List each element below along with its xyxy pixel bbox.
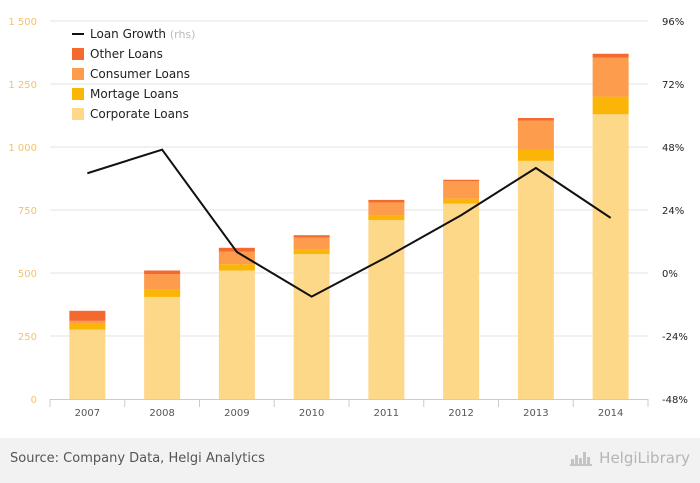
bar-segment-other	[69, 310, 106, 321]
left-axis-tick-label: 0	[31, 395, 37, 406]
bar-segment-corporate	[293, 254, 330, 399]
bar-segment-corporate	[368, 220, 405, 399]
right-axis-tick-label: 48%	[662, 143, 684, 154]
loan-growth-line	[87, 148, 612, 298]
x-axis-tick-label: 2009	[224, 408, 249, 419]
x-axis-tick-label: 2013	[523, 408, 548, 419]
bar-segment-mortgage	[443, 198, 480, 204]
left-axis-tick-label: 1 500	[8, 17, 37, 28]
bar-segment-other	[592, 53, 629, 58]
legend-label: Corporate Loans	[90, 107, 189, 121]
bar-segment-other	[218, 247, 255, 252]
legend-label: Other Loans	[90, 47, 163, 61]
x-axis-tick-label: 2011	[374, 408, 399, 419]
left-axis-tick-label: 1 250	[8, 80, 37, 91]
legend-label-line: Loan Growth	[90, 27, 170, 41]
legend-label: Mortage Loans	[90, 87, 179, 101]
bar-segment-corporate	[69, 329, 106, 399]
bar-segment-consumer	[218, 251, 255, 265]
x-axis-tick-label: 2007	[75, 408, 100, 419]
left-axis-tick-label: 500	[18, 269, 37, 280]
bar-segment-consumer	[368, 202, 405, 216]
bar-segment-corporate	[517, 160, 554, 399]
bar-segment-other	[293, 235, 330, 238]
bar-segment-corporate	[443, 203, 480, 399]
x-axis-tick-label: 2014	[598, 408, 623, 419]
bar-segment-consumer	[144, 274, 181, 290]
brand-name: HelgiLibrary	[599, 449, 690, 467]
bar-segment-consumer	[443, 181, 480, 199]
right-axis-tick-label: 72%	[662, 80, 684, 91]
source-text: Source: Company Data, Helgi Analytics	[10, 451, 265, 466]
bar-segment-other	[144, 270, 181, 275]
legend-label: Loan Growth (rhs)	[90, 27, 195, 41]
bar-segment-consumer	[592, 57, 629, 97]
bar-segment-corporate	[218, 270, 255, 399]
bar-segment-corporate	[592, 114, 629, 400]
bar-segment-consumer	[293, 237, 330, 250]
bar-segment-other	[517, 118, 554, 121]
x-axis-tick-label: 2008	[149, 408, 174, 419]
bar-segment-mortgage	[592, 96, 629, 115]
bar-segment-other	[368, 199, 405, 203]
left-axis-tick-label: 1 000	[8, 143, 37, 154]
legend-swatch	[72, 108, 84, 120]
bar-segment-mortgage	[293, 249, 330, 255]
helgi-library-logo-icon	[570, 452, 593, 466]
right-axis-tick-label: -24%	[662, 332, 688, 343]
left-axis-tick-label: 250	[18, 332, 37, 343]
bar-segment-corporate	[144, 296, 181, 399]
bar-segment-mortgage	[69, 323, 106, 330]
left-axis-tick-label: 750	[18, 206, 37, 217]
bar-segment-consumer	[69, 320, 106, 324]
bar-segment-mortgage	[218, 264, 255, 271]
legend-swatch	[72, 88, 84, 100]
right-axis-tick-label: 0%	[662, 269, 678, 280]
legend-rhs-note: (rhs)	[170, 28, 196, 41]
legend-swatch	[72, 68, 84, 80]
legend-label: Consumer Loans	[90, 67, 190, 81]
bar-segment-consumer	[517, 120, 554, 150]
right-axis-tick-label: 96%	[662, 17, 684, 28]
legend-swatch	[72, 48, 84, 60]
bar-segment-other	[443, 179, 480, 182]
right-axis-tick-label: 24%	[662, 206, 684, 217]
x-axis-tick-label: 2010	[299, 408, 324, 419]
footer: Source: Company Data, Helgi Analytics He…	[0, 438, 700, 483]
bar-segment-mortgage	[517, 149, 554, 161]
bar-segment-mortgage	[144, 289, 181, 297]
right-axis-tick-label: -48%	[662, 395, 688, 406]
loan-chart: 0 250 500 750 1 000 1 250 1 500 -48% -24% 0% 24% 48…	[8, 17, 688, 419]
bar-segment-mortgage	[368, 215, 405, 221]
brand[interactable]: HelgiLibrary	[570, 449, 690, 467]
x-axis-tick-label: 2012	[448, 408, 473, 419]
